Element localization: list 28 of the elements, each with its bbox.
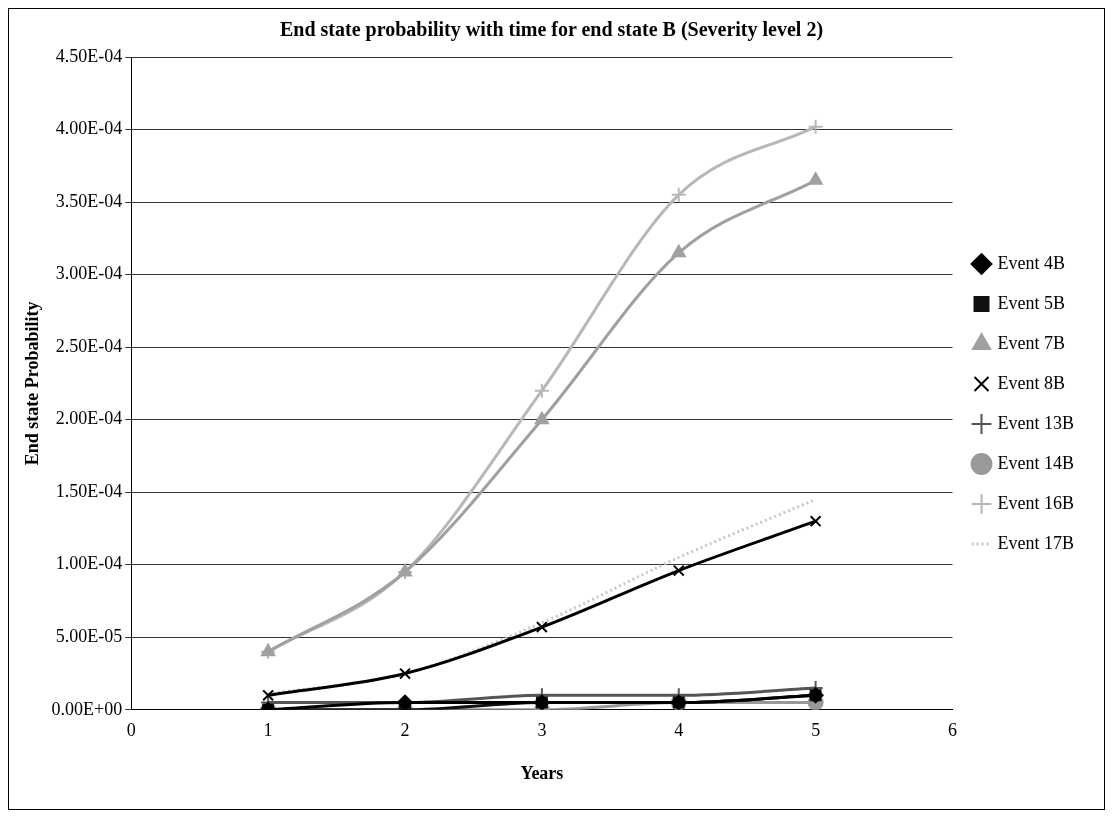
y-tick-label: 4.00E-04 [55,118,123,139]
y-tick-label: 0.00E+00 [51,698,123,719]
legend-label: Event 17B [997,532,1075,553]
legend-label: Event 7B [997,332,1066,353]
y-tick-label: 5.00E-05 [55,626,123,646]
legend-label: Event 13B [997,412,1075,433]
x-tick-label: 1 [263,720,273,741]
x-tick-label: 6 [948,720,958,741]
y-tick-label: 3.50E-04 [55,190,123,211]
y-tick-label: 1.00E-04 [55,553,123,574]
y-tick-label: 1.50E-04 [55,480,123,501]
y-tick-label: 2.50E-04 [55,335,123,356]
legend-label: Event 8B [997,372,1066,393]
x-tick-label: 2 [400,720,410,741]
x-axis-title: Years [520,762,564,783]
legend-label: Event 4B [997,252,1066,273]
x-tick-label: 4 [674,720,684,741]
y-tick-label: 2.00E-04 [55,408,123,429]
x-tick-label: 5 [811,720,821,741]
legend-label: Event 16B [997,492,1075,513]
x-tick-label: 0 [126,720,136,741]
y-tick-label: 3.00E-04 [55,263,123,284]
y-tick-label: 4.50E-04 [55,45,123,66]
x-tick-label: 3 [537,720,547,741]
y-axis-title: End state Probability [22,301,43,466]
legend-label: Event 14B [997,452,1075,473]
chart-title: End state probability with time for end state B (Severity level 2) [279,18,824,42]
legend-label: Event 5B [997,292,1066,313]
